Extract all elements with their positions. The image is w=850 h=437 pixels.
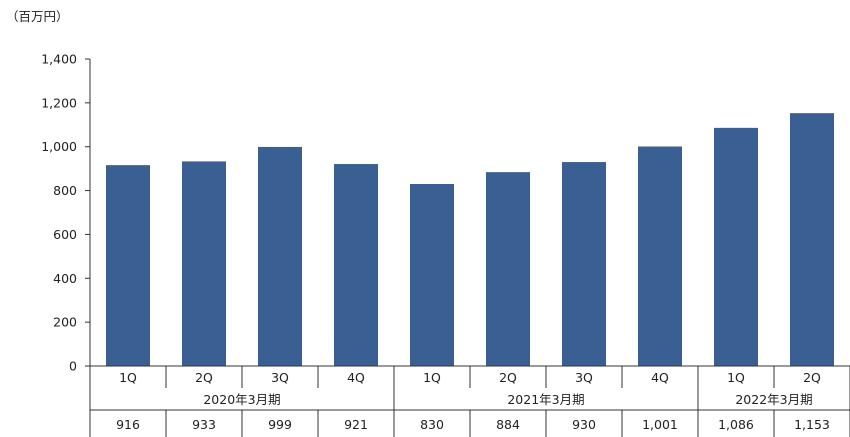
bar bbox=[562, 162, 606, 366]
y-tick-label: 200 bbox=[53, 315, 77, 330]
y-tick-label: 400 bbox=[53, 271, 77, 286]
data-table: 2020年3月期 2021年3月期 2022年3月期 916 933 999 921 830 8… bbox=[89, 388, 850, 437]
value-label: 916 bbox=[116, 417, 140, 432]
y-tick-label: 1,400 bbox=[41, 52, 77, 67]
fiscal-year-label: 2021年3月期 bbox=[507, 392, 584, 407]
value-label: 1,153 bbox=[794, 417, 830, 432]
value-label: 884 bbox=[496, 417, 520, 432]
bar bbox=[106, 165, 150, 366]
x-axis: 1Q 2Q 3Q 4Q 1Q 2Q 3Q 4Q 1Q 2Q bbox=[89, 365, 850, 388]
fiscal-year-label: 2022年3月期 bbox=[735, 392, 812, 407]
bar bbox=[714, 127, 758, 366]
category-label: 2Q bbox=[195, 370, 213, 385]
bars bbox=[106, 113, 834, 366]
bar bbox=[258, 146, 302, 366]
category-label: 2Q bbox=[803, 370, 821, 385]
value-label: 1,086 bbox=[718, 417, 754, 432]
category-label: 1Q bbox=[727, 370, 745, 385]
bar bbox=[638, 146, 682, 366]
value-label: 830 bbox=[420, 417, 444, 432]
category-label: 3Q bbox=[271, 370, 289, 385]
y-tick-label: 1,000 bbox=[41, 139, 77, 154]
value-label: 933 bbox=[192, 417, 216, 432]
y-tick-label: 0 bbox=[69, 359, 77, 374]
value-label: 921 bbox=[344, 417, 368, 432]
category-label: 1Q bbox=[423, 370, 441, 385]
y-tick-label: 600 bbox=[53, 227, 77, 242]
bar bbox=[410, 183, 454, 366]
bar bbox=[486, 172, 530, 366]
bar bbox=[790, 113, 834, 366]
value-label: 930 bbox=[572, 417, 596, 432]
y-axis: 0 200 400 600 800 1,000 1,200 1,400 bbox=[41, 52, 91, 374]
fiscal-year-label: 2020年3月期 bbox=[203, 392, 280, 407]
bar bbox=[334, 164, 378, 366]
category-label: 3Q bbox=[575, 370, 593, 385]
category-label: 2Q bbox=[499, 370, 517, 385]
value-label: 999 bbox=[268, 417, 292, 432]
value-label: 1,001 bbox=[642, 417, 678, 432]
y-tick-label: 1,200 bbox=[41, 95, 77, 110]
unit-label: （百万円） bbox=[6, 9, 69, 24]
category-label: 1Q bbox=[119, 370, 137, 385]
category-label: 4Q bbox=[651, 370, 669, 385]
category-label: 4Q bbox=[347, 370, 365, 385]
y-tick-label: 800 bbox=[53, 183, 77, 198]
bar bbox=[182, 161, 226, 366]
